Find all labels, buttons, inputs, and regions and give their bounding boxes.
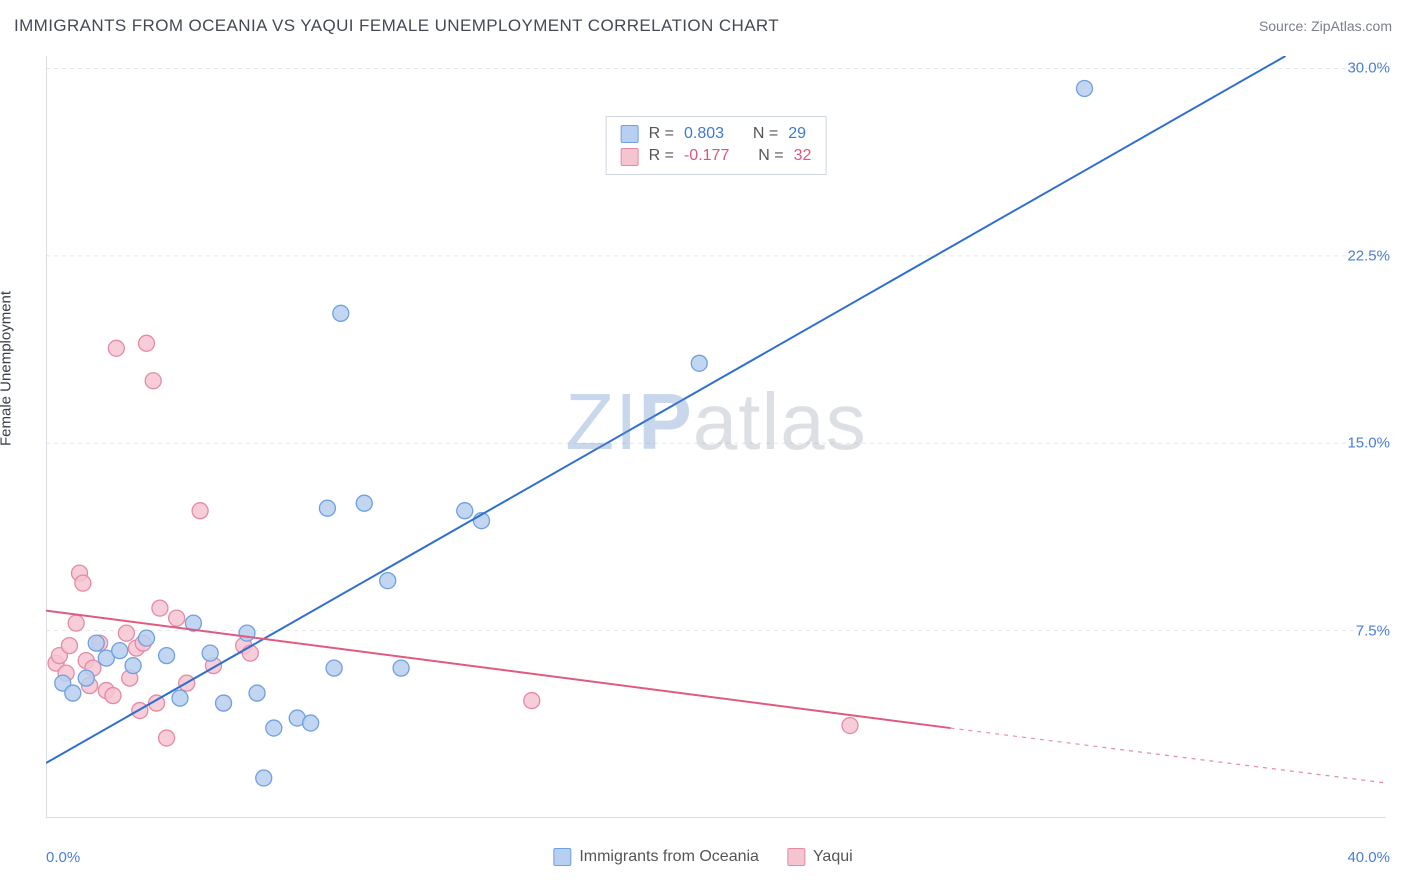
source-attribution: Source: ZipAtlas.com <box>1259 18 1392 34</box>
correlation-legend-row-oceania: R = 0.803 N = 29 <box>621 123 812 145</box>
swatch-yaqui <box>621 148 639 166</box>
chart-container: IMMIGRANTS FROM OCEANIA VS YAQUI FEMALE … <box>0 0 1406 892</box>
bottom-legend: Immigrants from Oceania Yaqui <box>553 848 852 866</box>
legend-label-yaqui: Yaqui <box>813 848 853 866</box>
x-axis-min-label: 0.0% <box>46 849 80 866</box>
n-label: N = <box>753 123 778 145</box>
swatch-yaqui-bottom <box>787 848 805 866</box>
legend-label-oceania: Immigrants from Oceania <box>579 848 759 866</box>
y-tick-label: 22.5% <box>1347 247 1390 264</box>
x-axis-max-label: 40.0% <box>1347 849 1390 866</box>
r-label: R = <box>649 145 674 167</box>
swatch-oceania-bottom <box>553 848 571 866</box>
title-row: IMMIGRANTS FROM OCEANIA VS YAQUI FEMALE … <box>14 16 1392 36</box>
n-label: N = <box>758 145 783 167</box>
chart-title: IMMIGRANTS FROM OCEANIA VS YAQUI FEMALE … <box>14 16 779 36</box>
bottom-legend-item-oceania: Immigrants from Oceania <box>553 848 759 866</box>
r-value-oceania: 0.803 <box>684 123 724 145</box>
correlation-legend-row-yaqui: R = -0.177 N = 32 <box>621 145 812 167</box>
bottom-legend-item-yaqui: Yaqui <box>787 848 853 866</box>
y-tick-label: 15.0% <box>1347 435 1390 452</box>
y-axis-label: Female Unemployment <box>0 291 15 446</box>
y-tick-label: 7.5% <box>1356 622 1390 639</box>
swatch-oceania <box>621 125 639 143</box>
n-value-oceania: 29 <box>788 123 806 145</box>
plot-area: ZIPatlas R = 0.803 N = 29 R = -0.177 N =… <box>46 56 1386 818</box>
y-tick-label: 30.0% <box>1347 60 1390 77</box>
r-label: R = <box>649 123 674 145</box>
r-value-yaqui: -0.177 <box>684 145 729 167</box>
n-value-yaqui: 32 <box>794 145 812 167</box>
correlation-legend: R = 0.803 N = 29 R = -0.177 N = 32 <box>606 116 827 175</box>
